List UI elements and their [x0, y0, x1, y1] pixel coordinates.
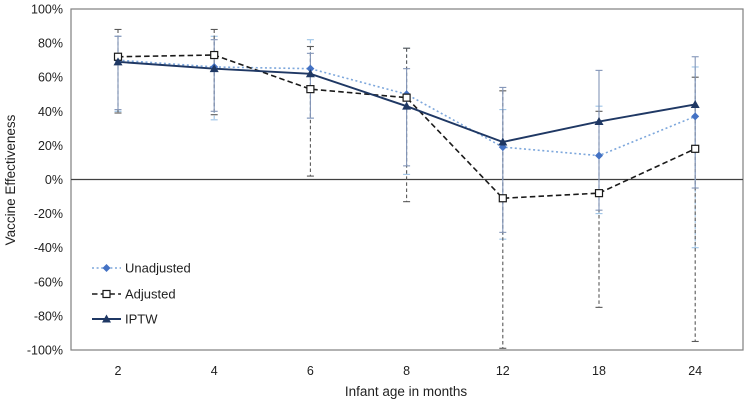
y-tick-label: 100%	[31, 3, 63, 17]
marker-triangle	[113, 57, 123, 66]
marker-square-open	[402, 93, 411, 102]
marker-square-open	[102, 289, 111, 299]
markers-adjusted	[113, 50, 700, 203]
x-tick-label: 24	[688, 364, 702, 378]
axis-tick-labels: 100% 80% 60% 40% 20% 0% -20% -40% -60% -80% -100% 2…	[27, 3, 702, 379]
marker-triangle	[209, 64, 219, 73]
marker-diamond	[595, 151, 603, 160]
legend-item-iptw: IPTW	[92, 312, 158, 327]
marker-triangle	[102, 314, 111, 323]
y-tick-label: 20%	[38, 139, 63, 153]
x-tick-label: 2	[115, 364, 122, 378]
marker-diamond	[691, 112, 700, 121]
marker-square-open	[498, 194, 507, 203]
marker-triangle	[498, 137, 508, 146]
x-tick-label: 12	[496, 364, 510, 378]
y-tick-label: -20%	[34, 207, 63, 221]
marker-triangle	[305, 69, 315, 78]
error-bars	[114, 28, 699, 349]
marker-triangle	[402, 101, 412, 110]
marker-square-open	[210, 50, 219, 60]
markers-iptw	[113, 57, 700, 146]
legend: Unadjusted Adjusted IPTW	[92, 261, 191, 327]
legend-item-unadjusted: Unadjusted	[92, 261, 191, 276]
y-tick-label: -40%	[34, 241, 63, 255]
marker-square-open	[691, 144, 700, 153]
legend-label: Adjusted	[125, 287, 176, 302]
y-tick-label: 80%	[38, 37, 63, 51]
x-tick-label: 4	[211, 364, 218, 378]
y-tick-label: -60%	[34, 275, 63, 289]
legend-label: Unadjusted	[125, 261, 191, 276]
x-axis-title: Infant age in months	[345, 384, 468, 399]
marker-square-open	[306, 85, 315, 94]
y-tick-label: 40%	[38, 105, 63, 119]
series-markers	[113, 50, 700, 203]
y-tick-label: -80%	[34, 309, 63, 323]
y-tick-label: -100%	[27, 344, 63, 358]
y-tick-label: 0%	[45, 173, 63, 187]
marker-triangle	[594, 117, 604, 126]
legend-item-adjusted: Adjusted	[92, 287, 176, 302]
marker-square-open	[594, 189, 604, 198]
x-tick-label: 18	[592, 364, 606, 378]
x-tick-label: 6	[307, 364, 314, 378]
y-tick-label: 60%	[38, 71, 63, 85]
marker-diamond	[306, 64, 315, 73]
marker-diamond	[102, 264, 111, 272]
legend-label: IPTW	[125, 312, 158, 327]
y-axis-title: Vaccine Effectiveness	[3, 114, 18, 245]
marker-triangle	[690, 99, 700, 108]
x-tick-label: 8	[403, 364, 410, 378]
